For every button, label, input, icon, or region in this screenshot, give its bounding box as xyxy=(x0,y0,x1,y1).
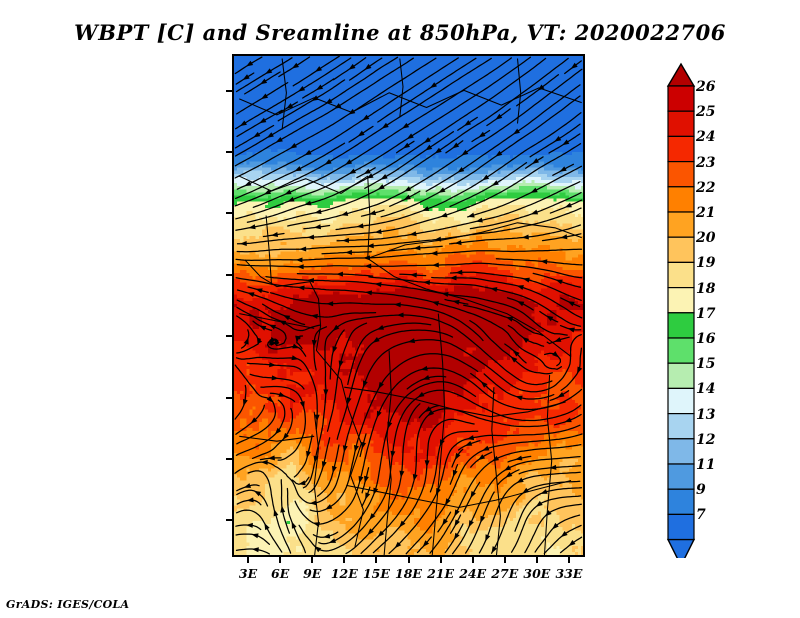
lon-tick xyxy=(407,557,410,563)
lon-tick xyxy=(535,557,538,563)
colorbar-tick-label: 25 xyxy=(696,104,716,121)
lon-axis-label: 3E xyxy=(238,566,258,581)
lon-axis-label: 18E xyxy=(395,566,422,581)
lon-axis-label: 21E xyxy=(427,566,455,581)
colorbar-tick-label: 18 xyxy=(696,280,716,297)
colorbar-swatches xyxy=(666,62,696,568)
lat-tick xyxy=(226,89,232,92)
lon-tick xyxy=(311,557,314,563)
colorbar-tick-label: 14 xyxy=(696,381,716,398)
lon-tick xyxy=(247,557,250,563)
colorbar-tick-label: 15 xyxy=(696,356,716,373)
map-canvas xyxy=(232,54,585,557)
lat-tick xyxy=(226,457,232,460)
lon-tick xyxy=(503,557,506,563)
colorbar-tick-label: 23 xyxy=(696,154,716,171)
colorbar-tick-label: 20 xyxy=(696,230,716,247)
lon-axis-label: 24E xyxy=(459,566,487,581)
lat-tick xyxy=(226,335,232,338)
colorbar-tick-label: 16 xyxy=(696,331,716,347)
lat-tick xyxy=(226,273,232,276)
colorbar-tick-label: 21 xyxy=(696,205,716,221)
lon-axis-label: 27E xyxy=(491,566,519,581)
lon-tick xyxy=(567,557,570,563)
colorbar-tick-label: 11 xyxy=(696,457,716,473)
credit-text: GrADS: IGES/COLA xyxy=(6,598,130,611)
colorbar-tick-label: 24 xyxy=(696,129,716,146)
colorbar-tick-label: 12 xyxy=(696,431,716,448)
colorbar-tick-label: 26 xyxy=(696,79,716,95)
lon-tick xyxy=(343,557,346,563)
lat-tick xyxy=(226,212,232,215)
page-title: WBPT [C] and Sreamline at 850hPa, VT: 20… xyxy=(74,20,726,45)
colorbar-tick-label: 19 xyxy=(696,255,716,272)
lon-tick xyxy=(471,557,474,563)
colorbar-tick-label: 13 xyxy=(696,406,716,423)
lon-tick xyxy=(279,557,282,563)
lon-axis-label: 30E xyxy=(523,566,551,581)
lon-axis-label: 6E xyxy=(271,566,290,581)
lon-axis-label: 9E xyxy=(303,566,322,581)
lon-axis-label: 12E xyxy=(330,566,358,581)
lat-tick xyxy=(226,151,232,154)
lon-axis-label: 33E xyxy=(555,566,583,581)
colorbar-tick-label: 9 xyxy=(696,482,706,499)
lon-axis-label: 15E xyxy=(362,566,390,581)
map-plot-area xyxy=(232,54,585,557)
colorbar-tick-label: 7 xyxy=(696,507,706,524)
lon-tick xyxy=(439,557,442,563)
colorbar-tick-label: 17 xyxy=(696,305,716,322)
colorbar-tick-label: 22 xyxy=(696,179,716,196)
lat-tick xyxy=(226,396,232,399)
colorbar: 26 25 24 23 22 21 20 19 18 17 16 15 14 13 12 11 9 7 xyxy=(660,58,780,568)
lat-tick xyxy=(226,519,232,522)
lon-tick xyxy=(375,557,378,563)
